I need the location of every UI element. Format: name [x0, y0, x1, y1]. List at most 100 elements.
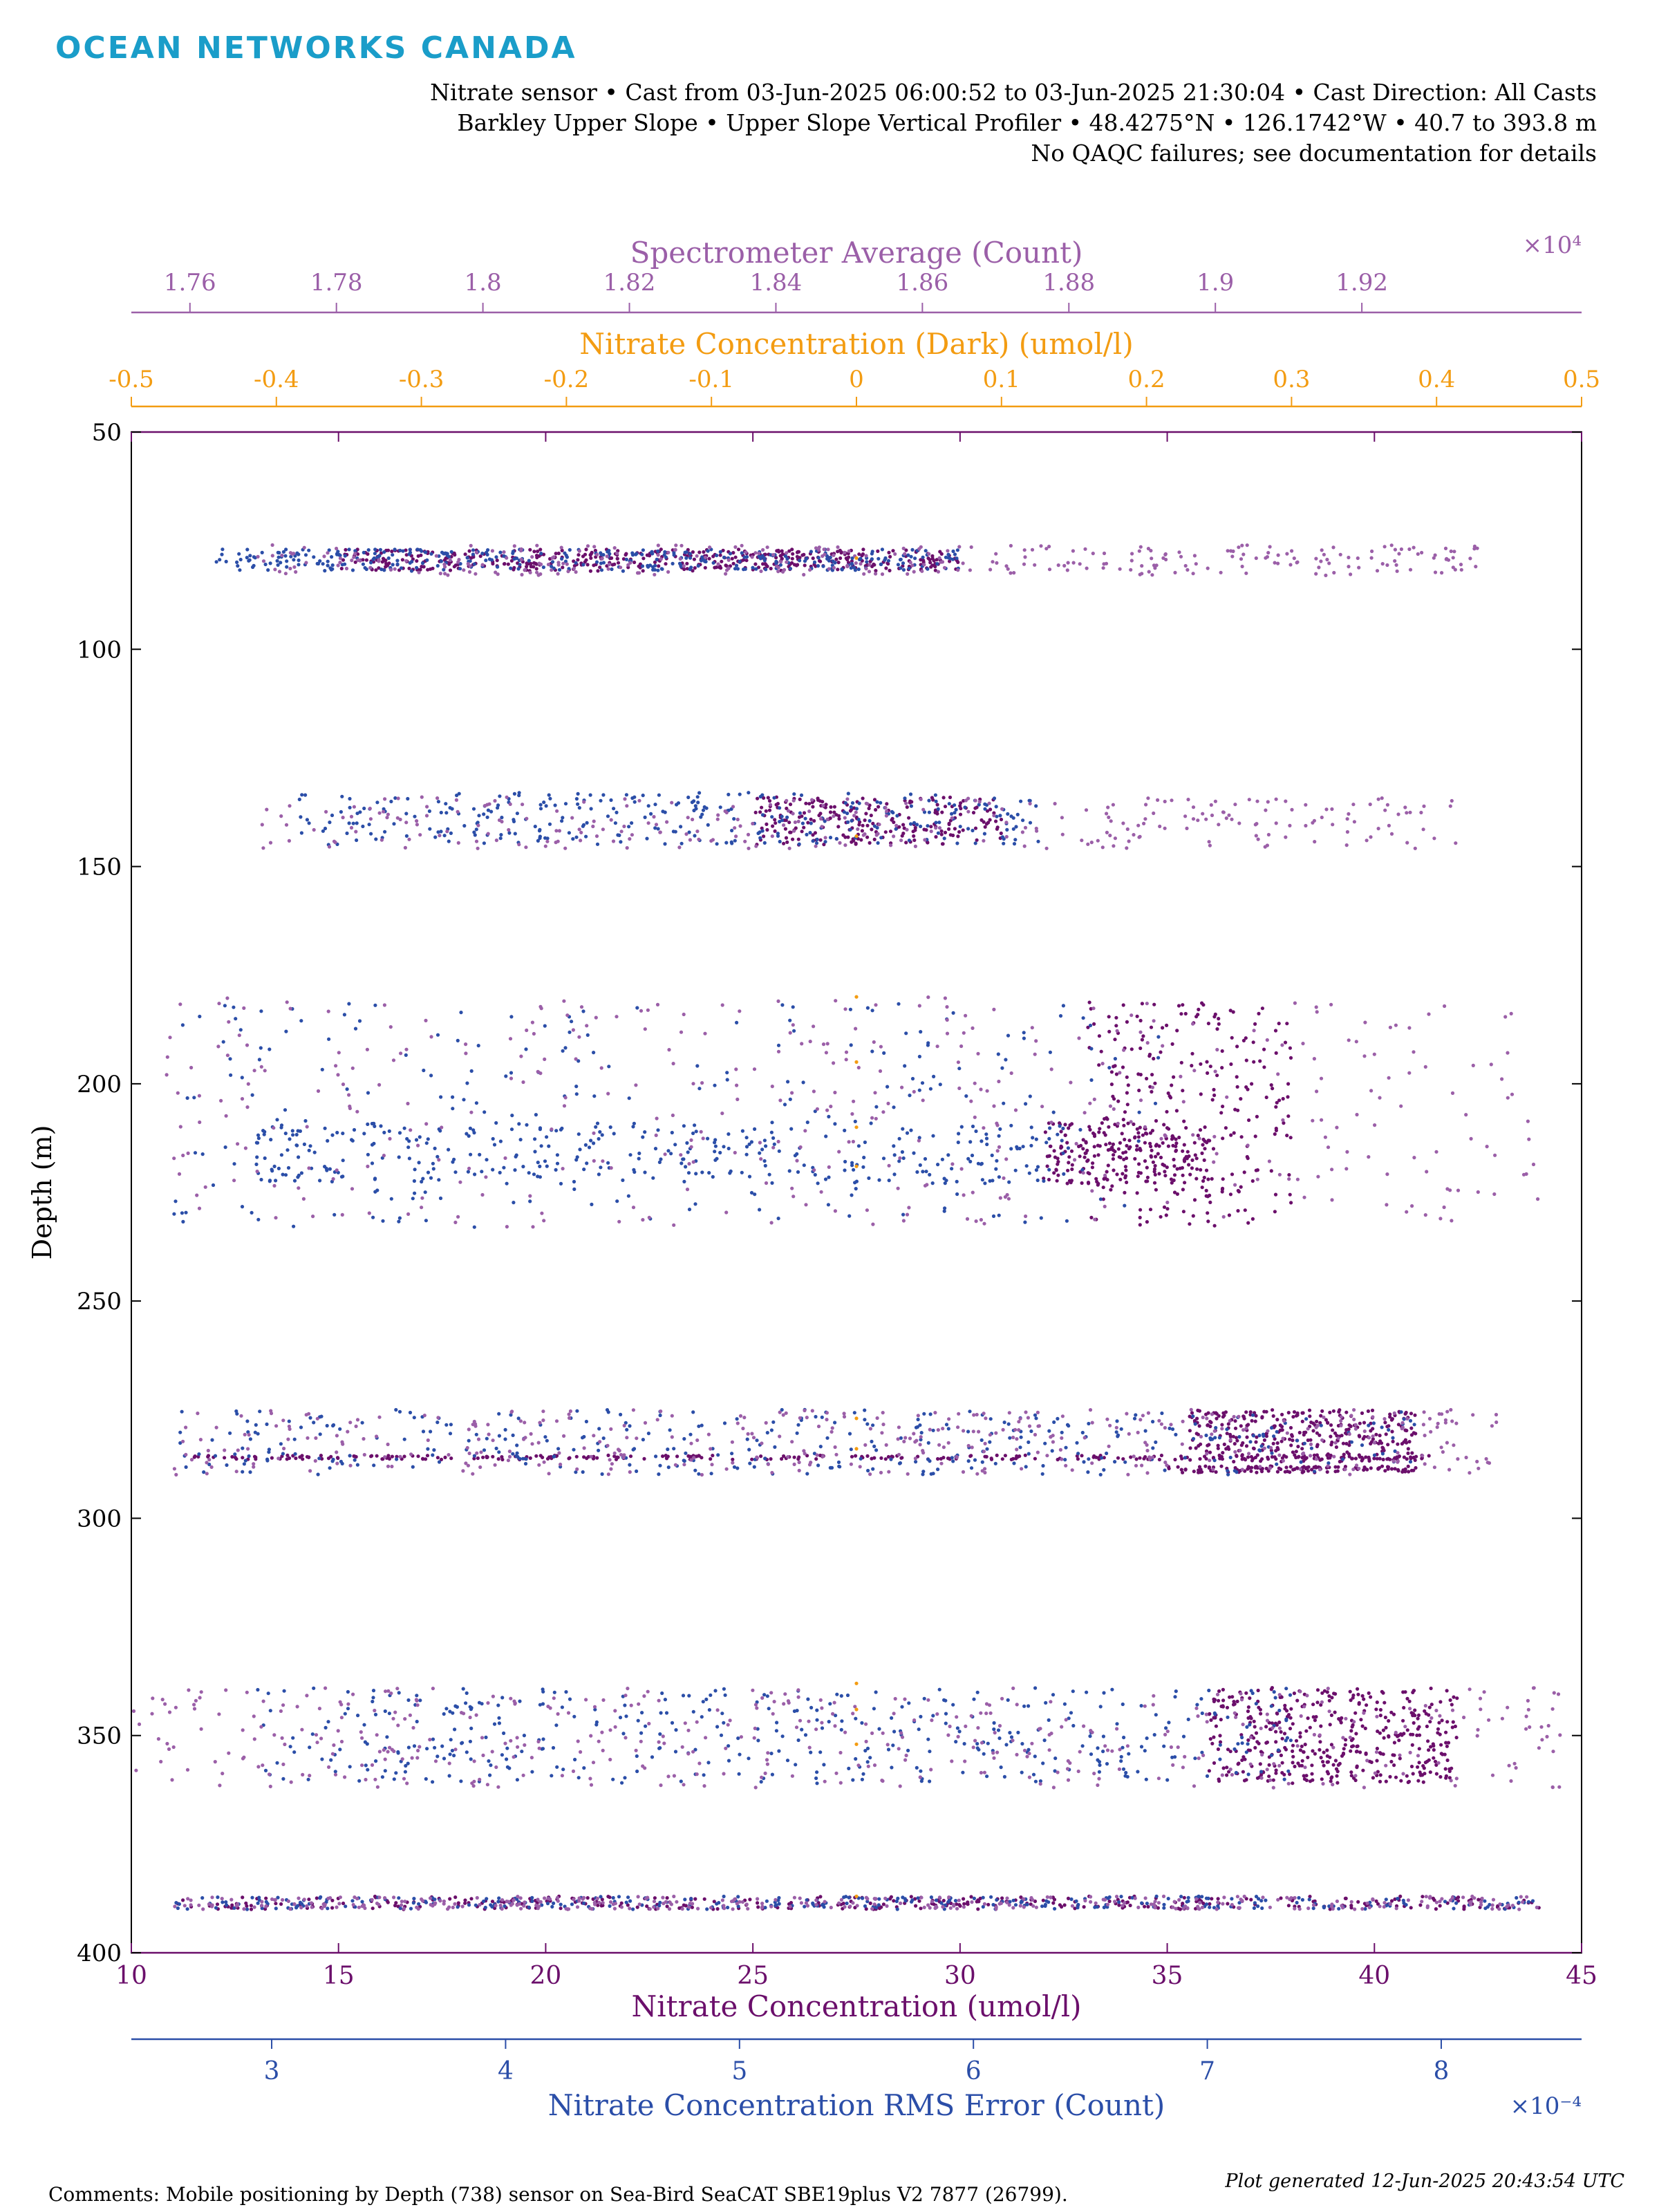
data-point [852, 1168, 856, 1172]
data-point [550, 564, 554, 569]
data-point [693, 566, 697, 570]
data-point [916, 1417, 920, 1422]
data-point [989, 1895, 993, 1899]
data-point [355, 821, 359, 825]
data-point [568, 1697, 572, 1701]
data-point [1289, 1707, 1293, 1711]
data-point [1443, 1767, 1447, 1771]
data-point [1269, 1704, 1273, 1708]
data-point [1019, 1895, 1023, 1900]
data-point [598, 1130, 602, 1134]
data-point [353, 549, 357, 553]
data-point [473, 1172, 477, 1177]
data-point [453, 553, 457, 557]
data-point [306, 1777, 310, 1781]
data-point [1021, 1145, 1025, 1149]
data-point [1256, 1688, 1260, 1693]
data-point [903, 1897, 907, 1901]
data-point [512, 556, 516, 561]
data-point [1215, 1416, 1219, 1421]
data-point [770, 1772, 774, 1777]
data-point [735, 1466, 740, 1470]
data-point [198, 1014, 202, 1019]
data-point [1357, 1702, 1361, 1706]
data-point [1286, 1769, 1291, 1773]
data-point [1439, 1743, 1443, 1747]
data-point [538, 834, 543, 838]
data-point [1311, 1906, 1315, 1911]
data-point [937, 1687, 941, 1691]
data-point [536, 550, 540, 554]
data-point [408, 561, 412, 565]
data-point [559, 1906, 563, 1911]
data-point [776, 1043, 781, 1047]
data-point [465, 1081, 469, 1085]
data-point [983, 802, 987, 806]
data-point [790, 556, 794, 561]
data-point [582, 1766, 586, 1770]
data-point [266, 568, 270, 572]
data-point [1005, 827, 1009, 832]
data-point [552, 1454, 556, 1459]
data-point [574, 797, 579, 801]
data-point [484, 1735, 488, 1739]
data-point [1219, 1704, 1224, 1709]
data-point [567, 1456, 571, 1461]
data-point [1421, 1764, 1425, 1768]
data-point [991, 1214, 996, 1218]
data-point [506, 562, 510, 566]
data-point [792, 1455, 796, 1459]
data-point [256, 1687, 260, 1692]
data-point [225, 1903, 229, 1907]
data-point [753, 810, 758, 814]
data-point [782, 1103, 787, 1107]
data-point [787, 549, 791, 553]
data-point [1190, 1064, 1194, 1068]
data-point [995, 1159, 999, 1163]
data-point [232, 1005, 236, 1009]
data-point [1304, 1729, 1309, 1733]
data-point [512, 565, 516, 570]
data-point [731, 1457, 735, 1461]
data-point [401, 549, 405, 553]
data-point [1392, 1741, 1396, 1745]
data-point [431, 1780, 435, 1784]
data-point [853, 568, 857, 572]
data-point [818, 799, 823, 803]
data-point [485, 815, 489, 819]
data-point [1300, 1897, 1304, 1902]
data-point [589, 807, 593, 811]
data-point [233, 1452, 237, 1456]
data-point [592, 1051, 596, 1055]
data-point [1331, 1763, 1335, 1767]
data-point [560, 1705, 565, 1709]
data-point [912, 834, 916, 838]
data-point [1319, 1724, 1323, 1728]
data-point [738, 559, 742, 563]
data-point [1011, 1898, 1015, 1902]
data-point [1089, 1752, 1094, 1756]
data-point [861, 552, 865, 556]
data-point [805, 1121, 809, 1125]
data-point [1344, 1441, 1349, 1446]
data-point [247, 1454, 251, 1459]
data-point [1297, 1454, 1301, 1459]
data-point [305, 818, 309, 822]
data-point [1176, 1465, 1180, 1469]
data-point [1378, 1434, 1382, 1438]
data-point [1251, 1446, 1256, 1450]
data-point [686, 1150, 690, 1154]
data-point [240, 1205, 245, 1209]
data-point [879, 1456, 883, 1460]
data-point [1226, 1747, 1230, 1752]
data-point [711, 1174, 715, 1179]
data-point [1414, 1465, 1418, 1470]
data-point [809, 550, 813, 554]
data-point [1291, 1743, 1295, 1747]
data-point [413, 814, 417, 818]
data-point [950, 812, 954, 816]
data-point [955, 1179, 959, 1183]
data-point [730, 556, 734, 561]
data-point [838, 556, 843, 561]
data-point [1403, 1690, 1407, 1694]
